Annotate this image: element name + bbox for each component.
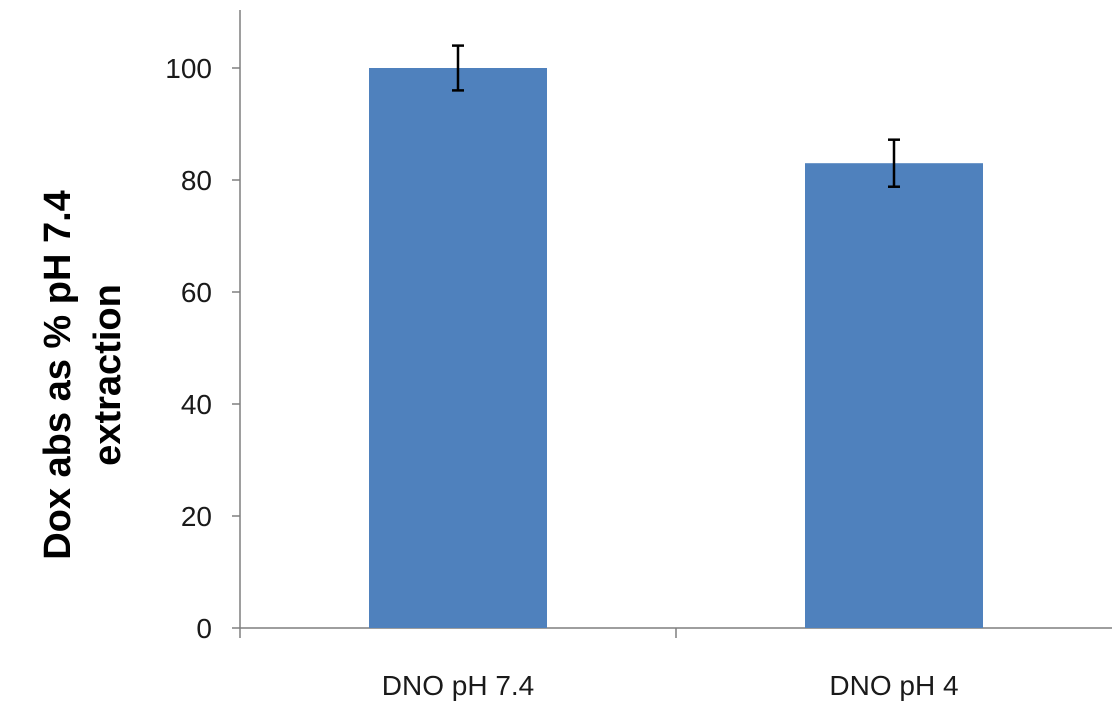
- bar: [369, 68, 547, 628]
- y-tick-label: 100: [165, 53, 212, 84]
- y-axis-title-line-2: extraction: [87, 284, 129, 466]
- x-category-label: DNO pH 4: [829, 670, 958, 701]
- plot-area: 0 20 40 60 80 100 DNO pH 7.4 DNO pH 4: [165, 10, 1112, 701]
- bar: [805, 163, 983, 628]
- y-tick-label: 0: [196, 613, 212, 644]
- y-tick-label: 60: [181, 277, 212, 308]
- x-category-label: DNO pH 7.4: [382, 670, 535, 701]
- y-axis-title-line-1: Dox abs as % pH 7.4: [37, 190, 79, 560]
- y-tick-label: 40: [181, 389, 212, 420]
- y-tick-label: 80: [181, 165, 212, 196]
- y-tick-label: 20: [181, 501, 212, 532]
- y-axis-title: Dox abs as % pH 7.4 extraction: [37, 190, 129, 560]
